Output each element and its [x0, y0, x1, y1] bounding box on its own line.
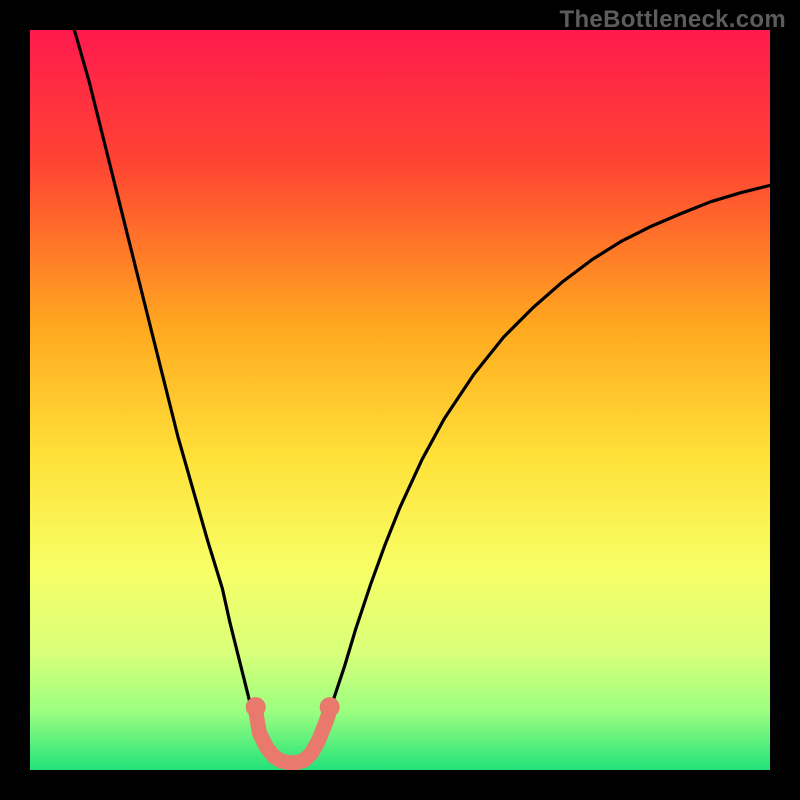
chart-plot-area	[30, 30, 770, 770]
chart-background	[30, 30, 770, 770]
chart-svg	[30, 30, 770, 770]
chart-frame: TheBottleneck.com	[0, 0, 800, 800]
